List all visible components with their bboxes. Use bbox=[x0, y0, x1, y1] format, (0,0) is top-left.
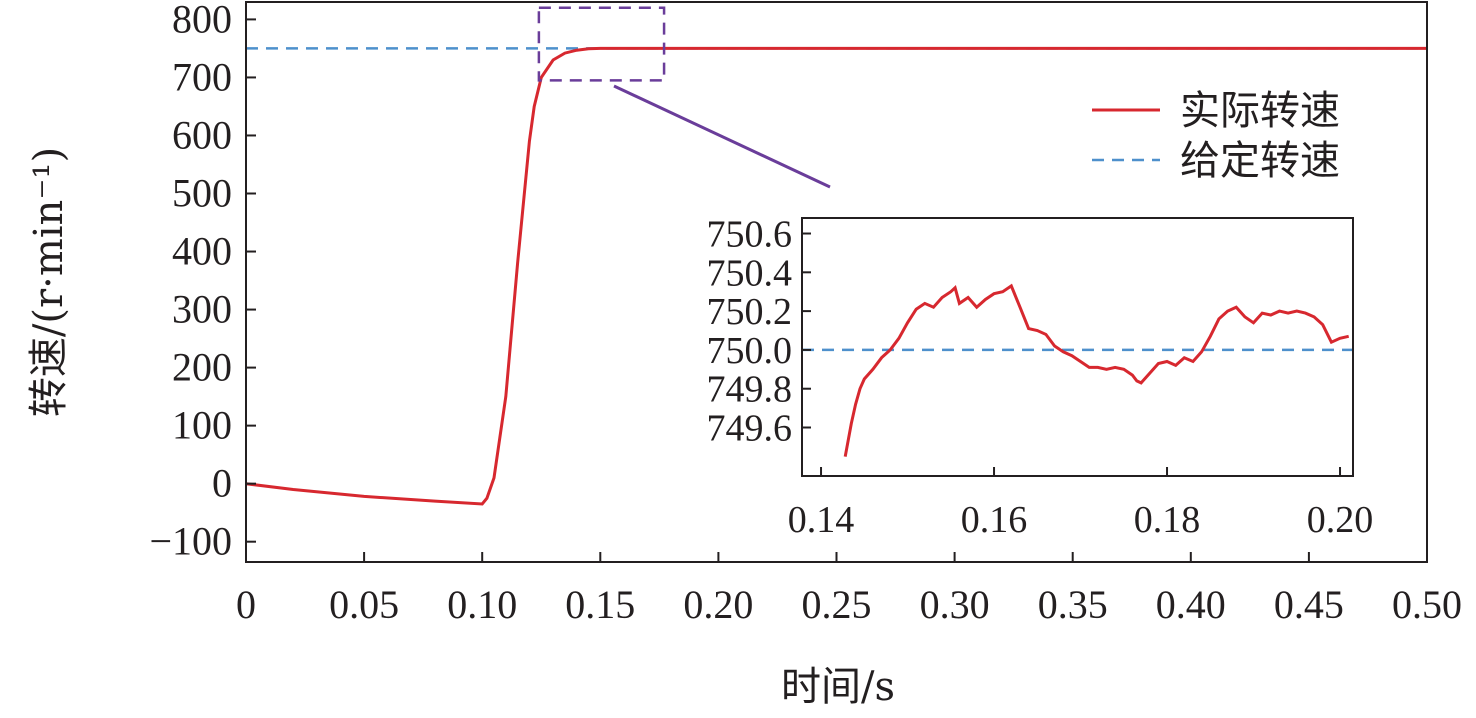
inset-x-tick-label: 0.18 bbox=[1134, 499, 1201, 541]
inset-plot-frame bbox=[801, 217, 1354, 477]
main-y-tick-label: 800 bbox=[172, 0, 232, 41]
inset-x-tick-label: 0.20 bbox=[1307, 499, 1374, 541]
inset-plot-background bbox=[802, 218, 1353, 476]
main-series-actual-line bbox=[245, 46, 1427, 506]
main-y-tick-label: 300 bbox=[172, 287, 232, 332]
main-y-tick-label: 400 bbox=[172, 229, 232, 274]
main-y-tick-label: 500 bbox=[172, 171, 232, 216]
inset-plot: 0.14 0.16 0.18 0.20 749.6749.8750.0750.2750… bbox=[707, 214, 1374, 541]
inset-y-tick-label: 750.2 bbox=[707, 291, 793, 333]
main-x-tick-label: 0.40 bbox=[1156, 582, 1226, 627]
main-x-axis: 0 0.05 0.10 0.15 0.20 0.25 0.30 0.35 0.40 0.45 0.5… bbox=[236, 552, 1462, 627]
inset-x-tick-label: 0.14 bbox=[788, 499, 855, 541]
main-y-tick-label: 700 bbox=[172, 54, 232, 99]
x-axis-title: 时间/s bbox=[781, 664, 895, 710]
main-y-axis: −100 0 100 200 300 400 500 600 700 800 bbox=[149, 0, 256, 564]
main-x-tick-label: 0.20 bbox=[683, 582, 753, 627]
zoom-region-box bbox=[537, 6, 666, 82]
main-y-tick-label: 0 bbox=[212, 461, 232, 506]
main-x-tick-label: 0.45 bbox=[1274, 582, 1344, 627]
main-x-tick-label: 0.25 bbox=[802, 582, 872, 627]
main-plot: 0 0.05 0.10 0.15 0.20 0.25 0.30 0.35 0.40 0.45 0.5… bbox=[149, 0, 1462, 627]
inset-x-axis: 0.14 0.16 0.18 0.20 bbox=[788, 467, 1373, 541]
main-x-tick-label: 0.50 bbox=[1392, 582, 1462, 627]
main-y-tick-label: 600 bbox=[172, 112, 232, 157]
main-x-tick-label: 0.15 bbox=[565, 582, 635, 627]
legend-label-actual: 实际转速 bbox=[1180, 88, 1340, 134]
inset-y-tick-label: 750.6 bbox=[707, 214, 793, 256]
inset-y-tick-label: 750.4 bbox=[707, 252, 793, 294]
main-x-tick-label: 0.05 bbox=[329, 582, 399, 627]
main-x-tick-label: 0 bbox=[236, 582, 256, 627]
zoom-connector-line bbox=[613, 84, 831, 189]
main-series-group bbox=[245, 46, 1427, 506]
main-y-tick-label: −100 bbox=[149, 519, 232, 564]
main-x-tick-label: 0.10 bbox=[447, 582, 517, 627]
main-y-tick-label: 100 bbox=[172, 403, 232, 448]
inset-series-group bbox=[802, 283, 1353, 457]
inset-x-tick-label: 0.16 bbox=[961, 499, 1028, 541]
inset-y-tick-label: 749.6 bbox=[707, 408, 793, 450]
y-axis-title: 转速/(r·min⁻¹) bbox=[26, 147, 72, 417]
inset-series-actual-line bbox=[843, 283, 1350, 457]
inset-y-tick-label: 749.8 bbox=[707, 369, 793, 411]
inset-y-tick-label: 750.0 bbox=[707, 330, 793, 372]
legend-label-reference: 给定转速 bbox=[1180, 138, 1340, 184]
main-x-tick-label: 0.35 bbox=[1038, 582, 1108, 627]
legend: 实际转速 给定转速 bbox=[1092, 88, 1340, 184]
main-x-tick-label: 0.30 bbox=[920, 582, 990, 627]
main-y-tick-label: 200 bbox=[172, 345, 232, 390]
